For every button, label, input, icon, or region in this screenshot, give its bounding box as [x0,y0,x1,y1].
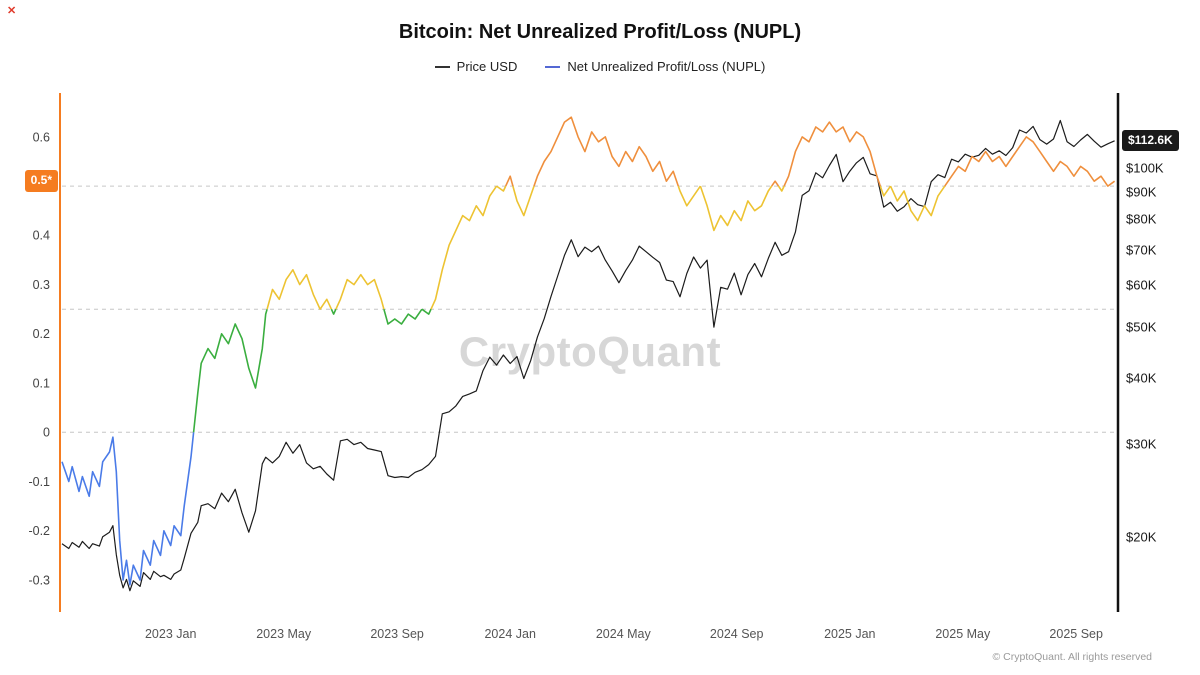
watermark: CryptoQuant [458,328,722,375]
nupl-line-segment [677,185,702,207]
right-tick-label: $50K [1126,319,1157,334]
right-tick-label: $40K [1126,370,1157,385]
right-tick-label: $20K [1126,529,1157,544]
nupl-line-segment [944,136,1116,187]
nupl-line-segment [330,308,337,315]
x-tick-label: 2024 Sep [710,627,764,641]
nupl-line-segment [533,116,680,187]
copyright: © CryptoQuant. All rights reserved [992,651,1152,663]
x-tick-label: 2025 May [935,627,991,641]
nupl-line-segment [889,185,946,222]
nupl-line-segment [512,185,535,217]
x-tick-label: 2024 May [596,627,652,641]
right-tick-label: $80K [1126,212,1157,227]
nupl-line-segment [783,121,882,187]
nupl-line-segment [335,273,385,310]
x-tick-label: 2025 Jan [824,627,875,641]
price-current-badge: $112.6K [1122,129,1179,152]
chart-title: Bitcoin: Net Unrealized Profit/Loss (NUP… [398,21,802,43]
nupl-line-segment [777,185,785,192]
legend: Price USD Net Unrealized Profit/Loss (NU… [0,59,1200,74]
nupl-line-segment [192,308,268,433]
left-tick-label: 0.6 [33,130,50,144]
left-tick-label: 0.1 [33,376,50,390]
x-tick-label: 2023 May [256,627,312,641]
nupl-line-segment [771,180,780,187]
app-logo-icon: ✕ [7,5,17,17]
legend-item-price-usd[interactable]: Price USD [434,59,518,74]
nupl-line-segment [879,185,892,197]
nupl-line-segment [430,185,498,310]
price-line [61,119,1115,592]
left-tick-label: 0.3 [33,278,50,292]
nupl-line-segment [504,175,514,187]
nupl-current-badge: 0.5* [24,170,58,192]
nupl-line-swatch-icon [545,65,561,68]
nupl-line-segment [383,308,423,325]
left-tick-label: -0.1 [28,475,50,489]
left-tick-label: -0.3 [28,573,50,587]
left-tick-label: -0.2 [28,524,50,538]
x-tick-label: 2023 Jan [145,627,196,641]
legend-item-nupl[interactable]: Net Unrealized Profit/Loss (NUPL) [545,59,765,74]
nupl-line-segment [699,185,773,232]
nupl-line-segment [61,432,195,586]
legend-label-nupl: Net Unrealized Profit/Loss (NUPL) [567,59,766,74]
right-tick-label: $30K [1126,436,1157,451]
nupl-line-segment [496,185,507,192]
left-tick-label: 0 [43,426,50,440]
right-tick-label: $60K [1126,278,1157,293]
x-tick-label: 2025 Sep [1049,627,1103,641]
left-tick-label: 0.4 [33,229,50,243]
right-tick-label: $100K [1126,161,1164,176]
x-tick-label: 2023 Sep [370,627,424,641]
left-tick-label: 0.2 [33,327,50,341]
x-tick-label: 2024 Jan [484,627,535,641]
right-tick-label: $70K [1126,242,1157,257]
legend-label-price-usd: Price USD [456,59,518,74]
right-tick-label: $90K [1126,185,1157,200]
nupl-line-segment [266,268,333,311]
nupl-line-segment [421,308,432,315]
price-line-swatch-icon [434,65,450,68]
